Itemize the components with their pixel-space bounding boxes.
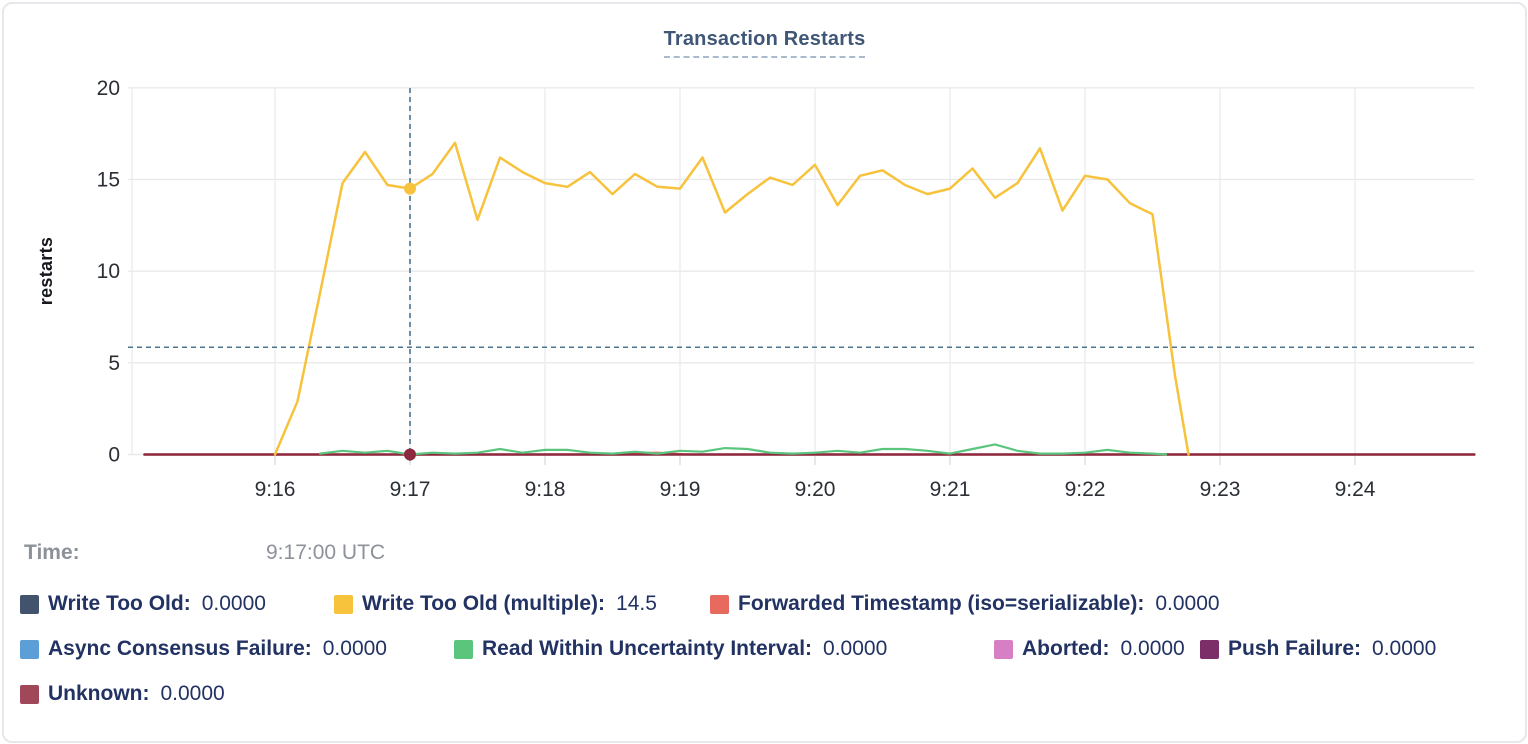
transaction-restarts-chart[interactable]: 0 5 10 15 20 9:16 9:17 9:18 9:19 9:20 9:21 9:22 9:23…: [4, 4, 1528, 509]
legend-item: Write Too Old (multiple): 14.5: [334, 592, 710, 616]
legend-item: Forwarded Timestamp (iso=serializable): 0…: [710, 592, 1220, 616]
legend-color-swatch: [20, 594, 39, 614]
legend-color-swatch: [454, 639, 473, 659]
legend-color-swatch: [710, 594, 729, 614]
legend-value: 0.0000: [1155, 592, 1220, 615]
y-tick-label: 10: [97, 260, 120, 283]
series-line-read-within-uncertainty-interval: [318, 443, 1168, 456]
y-tick-label: 15: [97, 168, 120, 191]
legend-item: Read Within Uncertainty Interval: 0.0000: [454, 637, 994, 661]
legend-label: Unknown:: [48, 682, 150, 705]
x-tick-label: 9:24: [1335, 478, 1376, 501]
legend-item: Async Consensus Failure: 0.0000: [20, 637, 454, 661]
hover-time-row: Time: 9:17:00 UTC: [4, 541, 1525, 567]
x-tick-label: 9:23: [1200, 478, 1241, 501]
legend-row: Async Consensus Failure: 0.0000 Read Withi…: [20, 637, 1515, 661]
legend-label: Write Too Old:: [48, 592, 191, 615]
hover-dot: [404, 448, 416, 461]
chart-title[interactable]: Transaction Restarts: [663, 28, 866, 58]
x-tick-label: 9:17: [390, 478, 431, 501]
x-tick-label: 9:18: [525, 478, 566, 501]
legend-label: Push Failure:: [1228, 637, 1362, 660]
legend-color-swatch: [994, 639, 1013, 659]
legend-label: Write Too Old (multiple):: [362, 592, 606, 615]
chart-legend: Write Too Old: 0.0000 Write Too Old (multi…: [20, 592, 1515, 727]
x-tick-label: 9:19: [660, 478, 701, 501]
legend-value: 0.0000: [201, 592, 266, 615]
x-tick-label: 9:20: [795, 478, 836, 501]
chart-title-row: Transaction Restarts: [4, 28, 1525, 58]
legend-color-swatch: [20, 639, 39, 659]
legend-label: Aborted:: [1022, 637, 1110, 660]
y-axis-title: restarts: [36, 237, 56, 305]
x-tick-label: 9:21: [930, 478, 971, 501]
legend-label: Forwarded Timestamp (iso=serializable):: [738, 592, 1145, 615]
legend-color-swatch: [1200, 639, 1219, 659]
series-line-write-too-old-multiple-: [273, 141, 1190, 456]
x-tick-label: 9:22: [1065, 478, 1106, 501]
legend-value: 0.0000: [823, 637, 888, 660]
y-tick-label: 5: [108, 352, 120, 375]
legend-row: Unknown: 0.0000: [20, 682, 1515, 706]
legend-value: 14.5: [616, 592, 657, 615]
legend-item: Aborted: 0.0000: [994, 637, 1200, 661]
y-tick-label: 20: [97, 77, 120, 100]
legend-color-swatch: [334, 594, 353, 614]
legend-value: 0.0000: [1120, 637, 1185, 660]
y-tick-label: 0: [108, 444, 120, 467]
legend-item: Write Too Old: 0.0000: [20, 592, 334, 616]
legend-label: Read Within Uncertainty Interval:: [482, 637, 813, 660]
hover-time-label: Time:: [24, 541, 80, 564]
legend-color-swatch: [20, 684, 39, 704]
legend-label: Async Consensus Failure:: [48, 637, 312, 660]
legend-row: Write Too Old: 0.0000 Write Too Old (multi…: [20, 592, 1515, 616]
hover-time-value: 9:17:00 UTC: [266, 541, 386, 564]
legend-value: 0.0000: [1372, 637, 1437, 660]
legend-value: 0.0000: [160, 682, 225, 705]
hover-dot: [404, 182, 416, 195]
x-tick-label: 9:16: [255, 478, 296, 501]
legend-item: Push Failure: 0.0000: [1200, 637, 1436, 661]
legend-value: 0.0000: [322, 637, 387, 660]
legend-item: Unknown: 0.0000: [20, 682, 225, 706]
